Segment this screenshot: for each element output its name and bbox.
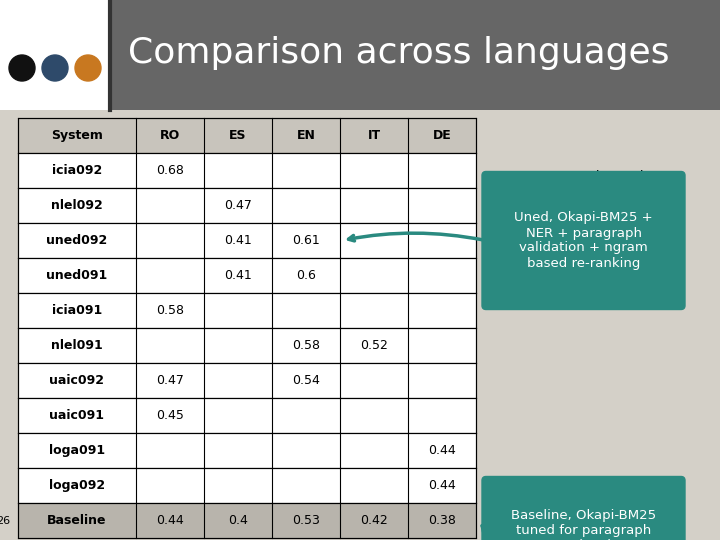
FancyBboxPatch shape bbox=[18, 468, 476, 503]
Text: 0.41: 0.41 bbox=[224, 234, 252, 247]
Text: Comparison across languages: Comparison across languages bbox=[128, 36, 670, 70]
FancyBboxPatch shape bbox=[18, 363, 476, 398]
Text: Uned, Okapi-BM25 +
NER + paragraph
validation + ngram
based re-ranking: Uned, Okapi-BM25 + NER + paragraph valid… bbox=[514, 212, 653, 269]
Text: 0.47: 0.47 bbox=[156, 374, 184, 387]
Text: 0.6: 0.6 bbox=[296, 269, 316, 282]
Text: EN: EN bbox=[297, 129, 315, 142]
Text: 0.44: 0.44 bbox=[428, 479, 456, 492]
Text: 0.41: 0.41 bbox=[224, 269, 252, 282]
Text: Systems above the
baselines: Systems above the baselines bbox=[523, 170, 657, 200]
FancyBboxPatch shape bbox=[18, 433, 476, 468]
Text: 0.52: 0.52 bbox=[360, 339, 388, 352]
Circle shape bbox=[9, 55, 35, 81]
Text: 0.54: 0.54 bbox=[292, 374, 320, 387]
FancyBboxPatch shape bbox=[482, 172, 685, 309]
Text: Baseline, Okapi-BM25
tuned for paragraph
retrieval: Baseline, Okapi-BM25 tuned for paragraph… bbox=[511, 509, 656, 540]
Text: nlel092: nlel092 bbox=[51, 199, 103, 212]
Text: 0.45: 0.45 bbox=[156, 409, 184, 422]
Text: RO: RO bbox=[160, 129, 180, 142]
FancyBboxPatch shape bbox=[18, 188, 476, 223]
FancyBboxPatch shape bbox=[18, 328, 476, 363]
Text: icia091: icia091 bbox=[52, 304, 102, 317]
Text: Baseline: Baseline bbox=[48, 514, 107, 527]
Text: uned091: uned091 bbox=[46, 269, 107, 282]
FancyBboxPatch shape bbox=[482, 476, 685, 540]
FancyBboxPatch shape bbox=[18, 258, 476, 293]
Text: uaic092: uaic092 bbox=[50, 374, 104, 387]
Text: 0.58: 0.58 bbox=[292, 339, 320, 352]
FancyBboxPatch shape bbox=[18, 398, 476, 433]
FancyBboxPatch shape bbox=[18, 153, 476, 188]
FancyBboxPatch shape bbox=[110, 0, 720, 110]
Text: ES: ES bbox=[229, 129, 247, 142]
FancyBboxPatch shape bbox=[18, 118, 476, 153]
Circle shape bbox=[42, 55, 68, 81]
Text: 0.47: 0.47 bbox=[224, 199, 252, 212]
Text: 0.68: 0.68 bbox=[156, 164, 184, 177]
Text: 0.61: 0.61 bbox=[292, 234, 320, 247]
Text: uaic091: uaic091 bbox=[50, 409, 104, 422]
Circle shape bbox=[75, 55, 101, 81]
FancyBboxPatch shape bbox=[18, 293, 476, 328]
Text: 0.42: 0.42 bbox=[360, 514, 388, 527]
Text: 0.53: 0.53 bbox=[292, 514, 320, 527]
Text: 26: 26 bbox=[0, 516, 10, 525]
Text: System: System bbox=[51, 129, 103, 142]
Text: loga091: loga091 bbox=[49, 444, 105, 457]
Text: 0.58: 0.58 bbox=[156, 304, 184, 317]
Text: icia092: icia092 bbox=[52, 164, 102, 177]
Text: 0.44: 0.44 bbox=[156, 514, 184, 527]
Text: IT: IT bbox=[367, 129, 381, 142]
Text: 0.38: 0.38 bbox=[428, 514, 456, 527]
Text: DE: DE bbox=[433, 129, 451, 142]
Text: loga092: loga092 bbox=[49, 479, 105, 492]
Text: 0.44: 0.44 bbox=[428, 444, 456, 457]
FancyBboxPatch shape bbox=[0, 0, 110, 110]
Text: uned092: uned092 bbox=[46, 234, 107, 247]
Text: 0.4: 0.4 bbox=[228, 514, 248, 527]
FancyBboxPatch shape bbox=[18, 223, 476, 258]
Text: nlel091: nlel091 bbox=[51, 339, 103, 352]
FancyBboxPatch shape bbox=[18, 503, 476, 538]
